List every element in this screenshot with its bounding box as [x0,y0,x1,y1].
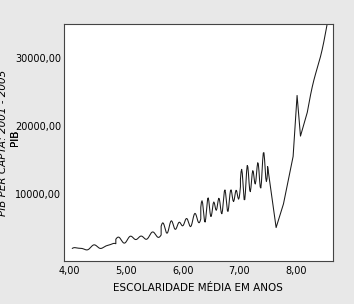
Y-axis label: PIB PER CAPTA: 2001 - 2005: PIB PER CAPTA: 2001 - 2005 [0,70,8,216]
X-axis label: ESCOLARIDADE MÉDIA EM ANOS: ESCOLARIDADE MÉDIA EM ANOS [113,282,283,292]
Text: PIB: PIB [11,127,21,147]
Text: PIB: PIB [11,127,21,147]
